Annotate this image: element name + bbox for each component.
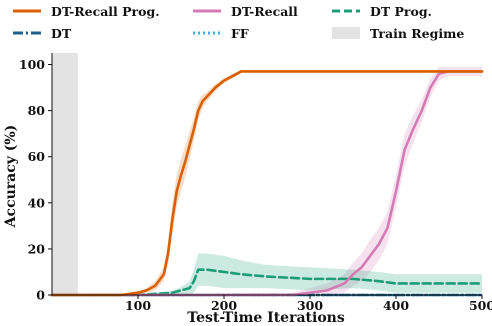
legend-swatch-dt-prog [332,9,360,13]
legend-item-dt-prog: DT Prog. [330,3,432,19]
legend-swatch-dt-recall-prog [13,9,41,13]
series-line-dt-prog [50,268,484,297]
x-tick-label-400: 400 [383,298,409,313]
legend-swatch-train-regime [332,27,360,39]
y-tick-label-100: 100 [19,57,45,72]
legend-swatch-dt [13,31,41,35]
series-line-dt-recall [50,70,484,297]
y-tick-label-0: 0 [36,288,45,303]
legend-item-ff: FF [191,25,249,41]
band-dt-prog [52,253,482,295]
train-regime-region [52,53,78,295]
x-tick-label-200: 200 [211,298,237,313]
y-tick-label-80: 80 [28,103,46,118]
legend-label-ff: FF [231,25,249,41]
legend-label-dt-recall-prog: DT-Recall Prog. [51,3,160,19]
y-tick-label-20: 20 [28,241,46,256]
band-dt-recall [52,66,482,295]
legend-item-dt-recall: DT-Recall [191,3,298,19]
x-tick-label-500: 500 [469,298,492,313]
series-line-dt-recall-prog [50,70,484,297]
x-tick-label-300: 300 [297,298,323,313]
y-tick-label-40: 40 [28,195,46,210]
legend-label-dt-recall: DT-Recall [231,3,298,19]
legend-label-train-regime: Train Regime [370,25,465,41]
x-tick-label-100: 100 [125,298,151,313]
plot-area: 100 200 300 400 500 0 20 40 60 80 100 [19,53,492,313]
legend-label-dt-prog: DT Prog. [370,3,432,19]
legend-label-dt: DT [51,25,72,41]
x-axis-title: Test-Time Iterations [187,310,345,326]
legend: DT-Recall Prog. DT-Recall DT Prog. DT FF… [0,0,492,46]
legend-swatch-dt-recall [193,9,221,13]
y-tick-label-60: 60 [28,149,46,164]
legend-item-train-regime: Train Regime [330,25,464,41]
y-axis-title: Accuracy (%) [3,125,19,229]
legend-item-dt: DT [11,25,71,41]
band-dt-recall-prog [52,70,482,296]
legend-item-dt-recall-prog: DT-Recall Prog. [11,3,160,19]
